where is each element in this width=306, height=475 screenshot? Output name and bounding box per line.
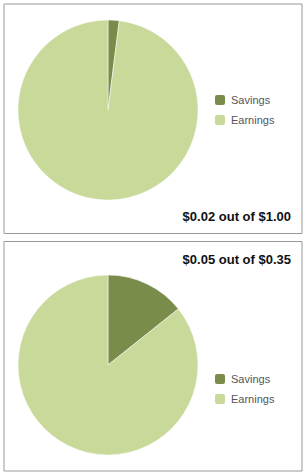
svg-text:$0.02 out of $1.00: $0.02 out of $1.00 xyxy=(183,209,291,224)
svg-text:Savings: Savings xyxy=(231,94,271,106)
svg-text:$0.05 out of $0.35: $0.05 out of $0.35 xyxy=(183,252,291,267)
svg-text:Savings: Savings xyxy=(231,373,271,385)
svg-text:Earnings: Earnings xyxy=(231,393,275,405)
svg-text:Earnings: Earnings xyxy=(231,114,275,126)
